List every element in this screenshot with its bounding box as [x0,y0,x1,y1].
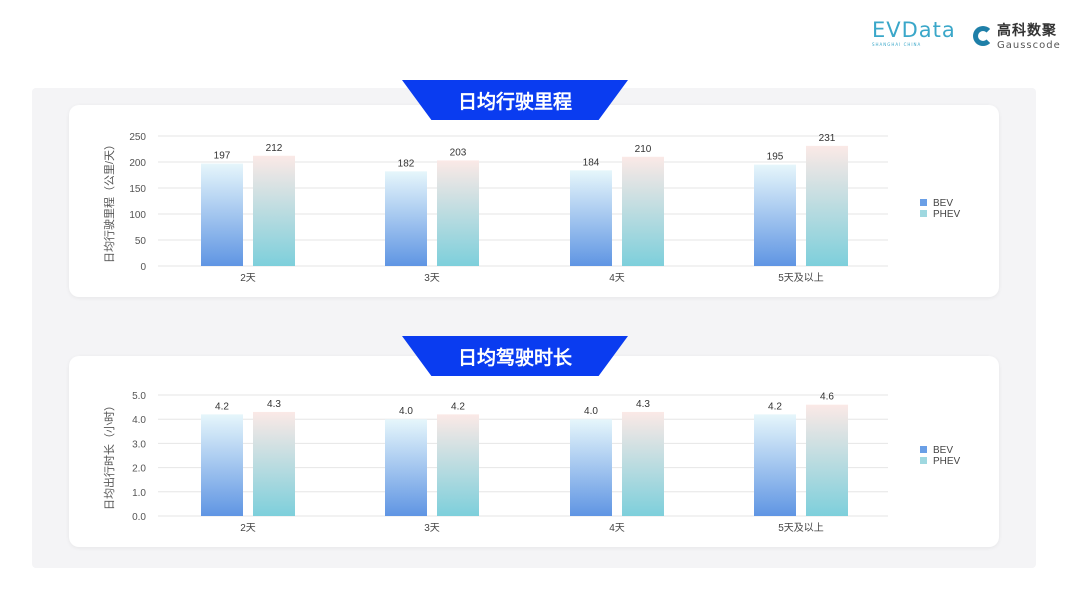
legend-swatch [920,446,927,453]
data-label: 4.2 [215,401,229,412]
y-tick-label: 0 [140,262,146,273]
y-tick-label: 5.0 [132,391,146,402]
x-tick-label: 4天 [609,523,625,534]
data-label: 184 [583,157,600,168]
y-tick-label: 100 [129,210,146,221]
gausscode-mark-icon [973,25,993,46]
legend-swatch [920,457,927,464]
chart-title-banner: 日均驾驶时长 [402,336,628,376]
data-label: 4.6 [820,392,834,403]
y-tick-label: 3.0 [132,439,146,450]
legend-label: PHEV [933,209,961,220]
legend-label: BEV [933,445,953,456]
data-label: 197 [214,151,231,162]
x-tick-label: 5天及以上 [778,272,824,284]
x-tick-label: 2天 [240,273,256,284]
x-tick-label: 2天 [240,523,256,534]
bar-phev [806,404,848,516]
data-label: 182 [398,158,415,169]
gausscode-logo: 高科数聚 Gausscode [973,20,1061,51]
bar-phev [437,160,479,266]
bar-phev [622,156,664,266]
x-tick-label: 3天 [424,523,440,534]
bar-bev [201,414,243,516]
bar-phev [253,155,295,266]
legend-swatch [920,210,927,217]
bar-phev [437,414,479,516]
bar-bev [385,419,427,516]
y-tick-label: 50 [135,236,147,247]
y-axis-label: 日均出行时长（小时） [102,400,116,510]
y-axis-label: 日均行驶里程（公里/天） [102,139,116,263]
bar-phev [622,411,664,516]
y-tick-label: 2.0 [132,464,146,475]
bar-bev [570,419,612,516]
legend-label: PHEV [933,456,961,467]
bar-bev [385,171,427,266]
data-label: 4.2 [768,401,782,412]
bar-bev [201,163,243,266]
chart-title-banner: 日均行驶里程 [402,80,628,120]
x-tick-label: 3天 [424,273,440,284]
y-tick-label: 0.0 [132,512,146,523]
y-tick-label: 1.0 [132,488,146,499]
bar-phev [806,145,848,266]
data-label: 4.0 [399,406,413,417]
data-label: 203 [450,147,467,158]
data-label: 4.2 [451,401,465,412]
evdata-logo: EVData SHANGHAI CHINA [872,18,956,47]
data-label: 212 [266,143,283,154]
data-label: 4.0 [584,406,598,417]
bar-bev [570,170,612,266]
bar-bev [754,414,796,516]
data-label: 195 [767,152,784,163]
legend-label: BEV [933,198,953,209]
y-tick-label: 250 [129,132,146,143]
y-tick-label: 150 [129,184,146,195]
y-tick-label: 4.0 [132,415,146,426]
bar-bev [754,164,796,266]
y-tick-label: 200 [129,158,146,169]
legend-swatch [920,199,927,206]
x-tick-label: 4天 [609,273,625,284]
data-label: 210 [635,144,652,155]
data-label: 4.3 [267,399,281,410]
x-tick-label: 5天及以上 [778,522,824,534]
bar-phev [253,411,295,516]
data-label: 4.3 [636,399,650,410]
data-label: 231 [819,133,836,144]
